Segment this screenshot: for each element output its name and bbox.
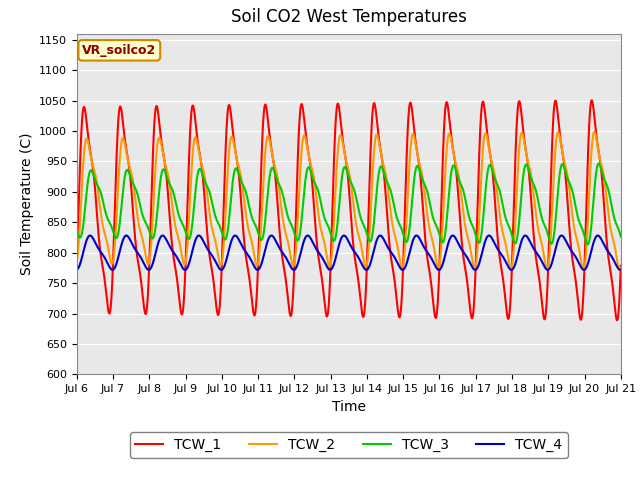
TCW_1 bbox=[167, 232, 175, 238]
TCW_2 bbox=[616, 267, 623, 273]
TCW_3 bbox=[305, 165, 313, 170]
Text: VR_soilco2: VR_soilco2 bbox=[82, 44, 157, 57]
TCW_2 bbox=[305, 155, 313, 160]
TCW_3 bbox=[595, 161, 602, 167]
TCW_3 bbox=[135, 196, 143, 202]
TCW_4 bbox=[168, 246, 175, 252]
Line: TCW_1: TCW_1 bbox=[77, 100, 621, 320]
TCW_2 bbox=[617, 264, 625, 270]
TCW_4 bbox=[122, 233, 130, 239]
TCW_3 bbox=[167, 184, 175, 190]
TCW_3 bbox=[607, 196, 614, 202]
TCW_2 bbox=[607, 224, 614, 230]
TCW_4 bbox=[135, 252, 143, 258]
X-axis label: Time: Time bbox=[332, 400, 366, 414]
TCW_1 bbox=[613, 317, 621, 323]
Legend: TCW_1, TCW_2, TCW_3, TCW_4: TCW_1, TCW_2, TCW_3, TCW_4 bbox=[130, 432, 568, 458]
TCW_1 bbox=[73, 259, 81, 265]
TCW_2 bbox=[135, 222, 143, 228]
TCW_2 bbox=[591, 129, 598, 135]
TCW_3 bbox=[584, 241, 591, 247]
TCW_1 bbox=[548, 158, 556, 164]
TCW_4 bbox=[580, 267, 588, 273]
TCW_1 bbox=[305, 153, 313, 159]
TCW_4 bbox=[73, 267, 81, 273]
TCW_4 bbox=[607, 252, 614, 258]
TCW_1 bbox=[588, 97, 596, 103]
Y-axis label: Soil Temperature (C): Soil Temperature (C) bbox=[20, 133, 33, 275]
TCW_1 bbox=[282, 274, 289, 280]
TCW_1 bbox=[135, 264, 143, 269]
TCW_4 bbox=[617, 267, 625, 273]
TCW_3 bbox=[548, 241, 556, 247]
TCW_4 bbox=[282, 254, 289, 260]
TCW_3 bbox=[617, 234, 625, 240]
TCW_2 bbox=[548, 221, 556, 227]
Line: TCW_2: TCW_2 bbox=[77, 132, 621, 270]
TCW_2 bbox=[73, 258, 81, 264]
TCW_2 bbox=[167, 192, 175, 198]
TCW_4 bbox=[548, 261, 556, 266]
Line: TCW_4: TCW_4 bbox=[77, 236, 621, 270]
Title: Soil CO2 West Temperatures: Soil CO2 West Temperatures bbox=[231, 9, 467, 26]
TCW_4 bbox=[305, 233, 313, 239]
TCW_2 bbox=[282, 229, 289, 235]
TCW_3 bbox=[282, 204, 289, 209]
TCW_1 bbox=[617, 263, 625, 269]
TCW_1 bbox=[607, 267, 614, 273]
Line: TCW_3: TCW_3 bbox=[77, 164, 621, 244]
TCW_3 bbox=[73, 228, 81, 234]
